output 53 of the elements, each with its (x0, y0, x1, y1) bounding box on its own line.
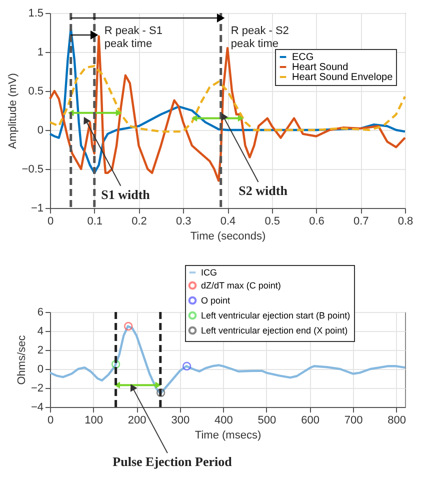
annotation: S1 width (101, 186, 151, 202)
y-tick-label: 0 (37, 124, 44, 136)
x-tick-label: 0.5 (264, 216, 280, 228)
y-tick-label: 2 (37, 344, 44, 356)
line-series (48, 325, 406, 395)
x-tick-label: 0 (47, 414, 54, 426)
x-tick-label: 500 (258, 414, 276, 426)
x-tick-label: 0.8 (398, 216, 414, 228)
legend-label: ECG (292, 52, 314, 63)
ref-line-label: R peak - S2 peak time (230, 25, 289, 50)
x-tick-label: 0.3 (176, 216, 192, 228)
x-tick-label: 800 (388, 414, 406, 426)
x-tick-label: 0.1 (87, 216, 103, 228)
y-axis-title: Ohms/sec (16, 334, 28, 385)
y-tick-label: −0.5 (22, 164, 44, 176)
y-tick-label: 4 (37, 326, 44, 338)
x-tick-label: 100 (84, 414, 103, 426)
legend-label: Left ventricular ejection end (X point) (201, 326, 348, 336)
annotation: S2 width (238, 182, 288, 198)
x-tick-label: 700 (344, 414, 363, 426)
legend-label: Heart Sound (292, 62, 348, 73)
x-tick-label: 300 (171, 414, 190, 426)
point (111, 360, 120, 369)
y-axis-title: Amplitude (mV) (6, 73, 19, 149)
x-tick-label: 0.2 (132, 216, 147, 228)
y-tick-label: −2 (30, 382, 44, 394)
x-tick-label: 600 (301, 414, 320, 426)
x-tick-label: 0.4 (220, 216, 236, 228)
legend-label: dZ/dT max (C point) (201, 280, 281, 290)
y-tick-label: 0 (37, 364, 44, 376)
x-axis-title: Time (seconds) (190, 230, 266, 242)
y-tick-label: 1 (37, 46, 44, 58)
ref-line-label: R peak - S1 peak time (104, 25, 162, 50)
point (156, 388, 166, 398)
point (124, 322, 133, 331)
x-axis-title: Time (msecs) (194, 430, 262, 442)
annotation: Pulse Ejection Period (112, 454, 233, 470)
x-tick-label: 400 (214, 414, 233, 426)
x-tick-label: 0 (47, 216, 54, 228)
y-tick-label: −1 (30, 202, 44, 214)
x-tick-label: 0.6 (309, 216, 324, 228)
line-series (48, 64, 406, 133)
point (182, 362, 192, 370)
y-tick-label: 1.5 (28, 8, 44, 20)
legend-label: ICG (201, 268, 218, 278)
legend-label: Heart Sound Envelope (292, 72, 394, 83)
x-tick-label: 0.7 (353, 216, 369, 228)
x-tick-label: 200 (128, 414, 146, 426)
y-tick-label: 0.5 (28, 86, 44, 98)
y-tick-label: 6 (37, 306, 44, 318)
y-tick-label: −4 (30, 402, 44, 414)
legend-label: O point (201, 296, 231, 306)
legend-label: Left ventricular ejection start (B point) (201, 310, 350, 320)
